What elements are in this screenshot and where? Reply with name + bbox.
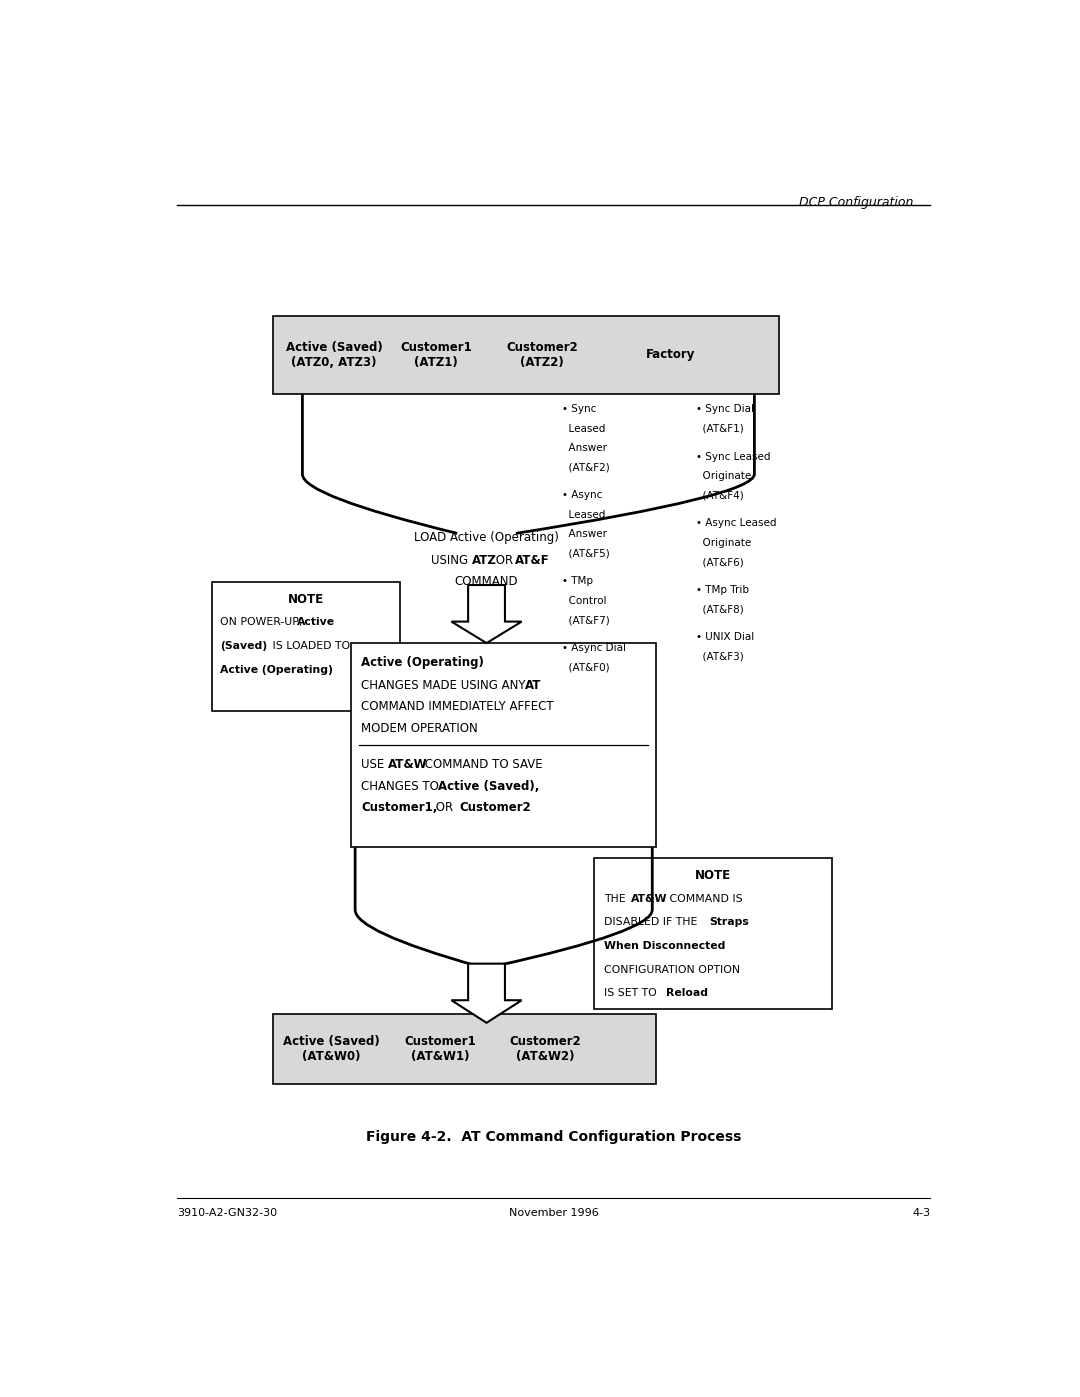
Text: Active (Saved)
(ATZ0, ATZ3): Active (Saved) (ATZ0, ATZ3) <box>286 341 382 369</box>
Text: DCP Configuration: DCP Configuration <box>799 196 914 208</box>
Text: Active: Active <box>297 617 336 627</box>
FancyBboxPatch shape <box>212 581 401 711</box>
Text: THE: THE <box>604 894 629 904</box>
PathPatch shape <box>451 585 522 643</box>
Text: AT&W: AT&W <box>388 759 428 771</box>
Text: COMMAND: COMMAND <box>455 576 518 588</box>
Text: IS LOADED TO: IS LOADED TO <box>269 641 350 651</box>
Text: Answer: Answer <box>562 443 607 453</box>
Text: • Sync: • Sync <box>562 404 596 415</box>
Text: USE: USE <box>361 759 388 771</box>
Text: CHANGES MADE USING ANY: CHANGES MADE USING ANY <box>361 679 529 692</box>
Text: OR: OR <box>432 802 457 814</box>
PathPatch shape <box>451 964 522 1023</box>
Text: NOTE: NOTE <box>288 592 324 605</box>
Text: (AT&F6): (AT&F6) <box>696 557 743 567</box>
Text: Factory: Factory <box>646 348 696 362</box>
Text: CHANGES TO: CHANGES TO <box>361 780 443 792</box>
Text: Active (Operating): Active (Operating) <box>361 657 484 669</box>
Text: COMMAND IS: COMMAND IS <box>665 894 742 904</box>
Text: Active (Operating): Active (Operating) <box>220 665 334 675</box>
Text: 4-3: 4-3 <box>912 1208 930 1218</box>
Text: NOTE: NOTE <box>694 869 731 882</box>
Text: • Async: • Async <box>562 490 603 500</box>
Text: LOAD Active (Operating): LOAD Active (Operating) <box>414 531 559 545</box>
Text: Straps: Straps <box>710 918 748 928</box>
Text: Active (Saved)
(AT&W0): Active (Saved) (AT&W0) <box>283 1035 380 1063</box>
FancyBboxPatch shape <box>594 858 833 1009</box>
Text: Customer2
(ATZ2): Customer2 (ATZ2) <box>505 341 578 369</box>
Text: OR: OR <box>491 553 516 567</box>
Text: • TMp Trib: • TMp Trib <box>696 585 748 595</box>
Text: CONFIGURATION OPTION: CONFIGURATION OPTION <box>604 965 740 975</box>
Text: (AT&F8): (AT&F8) <box>696 605 743 615</box>
Text: (AT&F2): (AT&F2) <box>562 462 609 472</box>
Text: AT&F: AT&F <box>515 553 550 567</box>
Text: IS SET TO: IS SET TO <box>604 989 660 999</box>
FancyBboxPatch shape <box>273 1014 657 1084</box>
Text: (AT&F7): (AT&F7) <box>562 615 609 624</box>
Text: MODEM OPERATION: MODEM OPERATION <box>361 722 477 735</box>
Text: (AT&F0): (AT&F0) <box>562 662 609 672</box>
Text: (AT&F3): (AT&F3) <box>696 651 743 662</box>
FancyBboxPatch shape <box>273 316 780 394</box>
Text: Control: Control <box>562 595 606 606</box>
Text: When Disconnected: When Disconnected <box>604 942 725 951</box>
Text: • Sync Leased: • Sync Leased <box>696 451 770 461</box>
Text: Leased: Leased <box>562 423 605 433</box>
Text: • Async Dial: • Async Dial <box>562 643 626 652</box>
Text: • UNIX Dial: • UNIX Dial <box>696 633 754 643</box>
Text: (AT&F5): (AT&F5) <box>562 549 609 559</box>
FancyBboxPatch shape <box>351 643 657 848</box>
Text: Leased: Leased <box>562 510 605 520</box>
Text: AT: AT <box>525 679 541 692</box>
Text: Originate: Originate <box>696 471 751 481</box>
Text: AT&W: AT&W <box>631 894 667 904</box>
Text: Customer2
(AT&W2): Customer2 (AT&W2) <box>510 1035 581 1063</box>
Text: Customer1
(AT&W1): Customer1 (AT&W1) <box>405 1035 476 1063</box>
Text: Active (Saved),: Active (Saved), <box>438 780 539 792</box>
Text: (AT&F4): (AT&F4) <box>696 490 743 500</box>
Text: COMMAND IMMEDIATELY AFFECT: COMMAND IMMEDIATELY AFFECT <box>361 700 554 712</box>
Text: (AT&F1): (AT&F1) <box>696 423 743 433</box>
Text: Answer: Answer <box>562 529 607 539</box>
Text: • Sync Dial: • Sync Dial <box>696 404 754 415</box>
Text: Reload: Reload <box>666 989 708 999</box>
Text: Figure 4-2.  AT Command Configuration Process: Figure 4-2. AT Command Configuration Pro… <box>366 1130 741 1144</box>
Text: Customer2: Customer2 <box>459 802 530 814</box>
Text: November 1996: November 1996 <box>509 1208 598 1218</box>
Text: (Saved): (Saved) <box>220 641 268 651</box>
Text: COMMAND TO SAVE: COMMAND TO SAVE <box>421 759 543 771</box>
Text: 3910-A2-GN32-30: 3910-A2-GN32-30 <box>177 1208 276 1218</box>
Text: ON POWER-UP,: ON POWER-UP, <box>220 617 307 627</box>
Text: Customer1
(ATZ1): Customer1 (ATZ1) <box>401 341 472 369</box>
Text: DISABLED IF THE: DISABLED IF THE <box>604 918 701 928</box>
Text: • Async Leased: • Async Leased <box>696 518 777 528</box>
Text: ATZ: ATZ <box>472 553 497 567</box>
Text: USING: USING <box>431 553 472 567</box>
Text: Customer1,: Customer1, <box>361 802 437 814</box>
Text: Originate: Originate <box>696 538 751 548</box>
Text: • TMp: • TMp <box>562 577 593 587</box>
